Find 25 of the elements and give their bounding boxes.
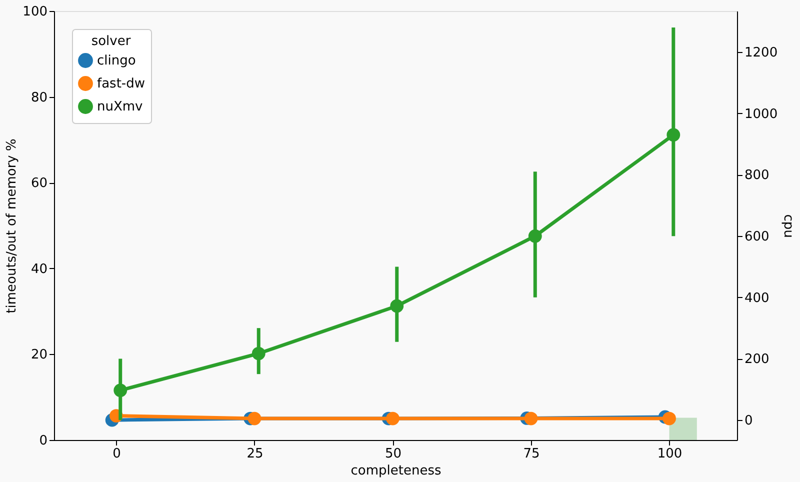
y2-axis-title: cpu [780, 214, 796, 238]
y2-tick-label: 1200 [744, 46, 778, 61]
y-tick-label: 80 [30, 90, 48, 106]
y-axis-title: timeouts/out of memory % [4, 138, 20, 314]
y2-tick-label: 600 [744, 230, 770, 245]
y2-tick-label: 800 [744, 168, 770, 184]
x-tick-label: 100 [657, 446, 682, 462]
y2-tick-label: 0 [744, 414, 753, 429]
x-tick-label: 50 [384, 446, 402, 462]
y-tick-label: 40 [30, 262, 48, 277]
y2-tick-label: 200 [744, 352, 770, 368]
y-tick-label: 0 [39, 434, 48, 448]
legend-label: clingo [97, 54, 136, 68]
x-axis-title: completeness [350, 464, 442, 478]
x-tick-label: 0 [112, 446, 121, 462]
legend-title: solver [91, 34, 132, 49]
y-tick-label: 20 [30, 348, 48, 363]
y-tick-label: 60 [30, 176, 48, 192]
x-tick-label: 25 [246, 446, 264, 462]
legend-label: fast-dw [97, 76, 146, 92]
y2-tick-label: 400 [744, 290, 770, 306]
y-tick-label: 100 [22, 4, 48, 20]
x-tick-label: 75 [523, 446, 540, 462]
legend-label: nuXmv [97, 100, 144, 114]
y2-tick-label: 1000 [744, 106, 778, 122]
